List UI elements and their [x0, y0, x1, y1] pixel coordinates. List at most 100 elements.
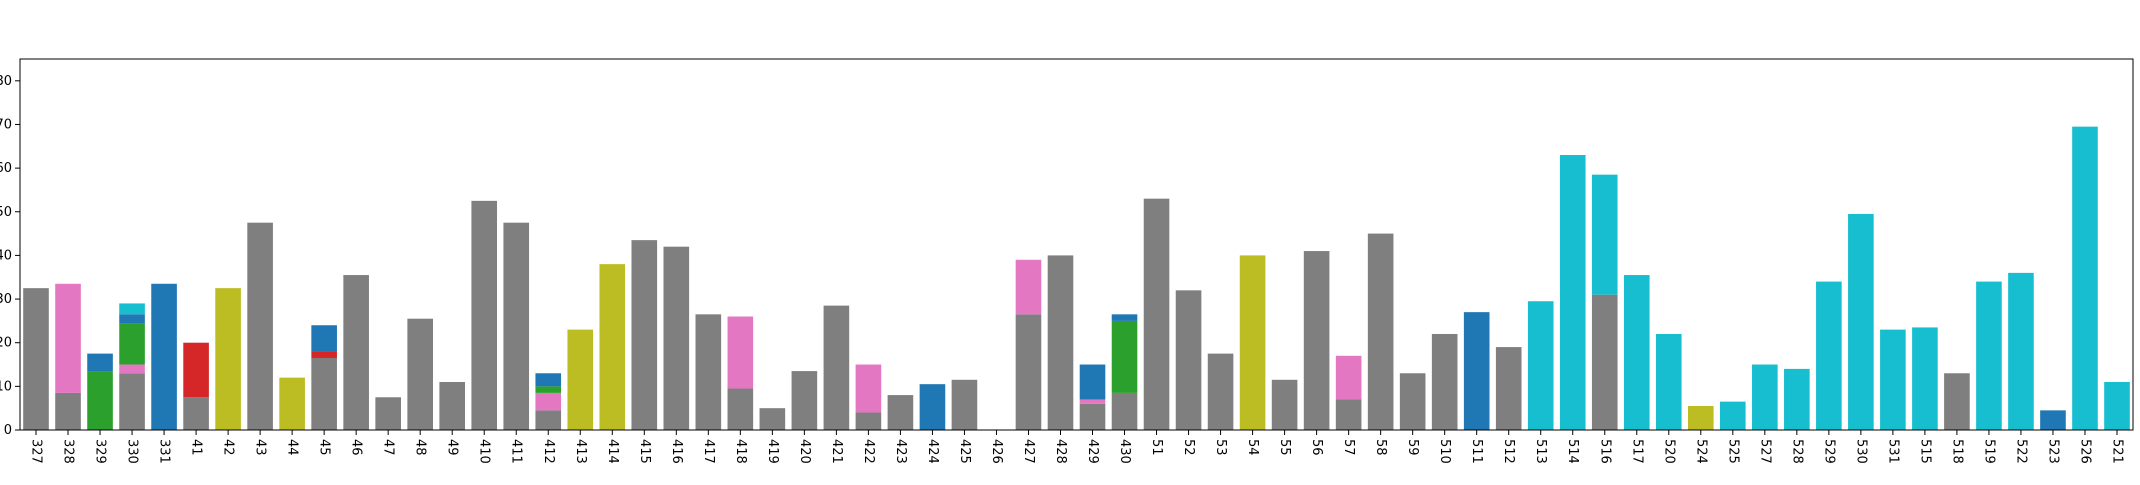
bar-segment — [1848, 213, 1874, 430]
x-tick-label: 423 — [893, 439, 908, 464]
bar-segment — [1399, 373, 1426, 430]
x-tick-label: 42 — [221, 439, 236, 456]
x-tick-label: 47 — [381, 439, 396, 456]
bar-segment — [855, 412, 882, 430]
bar-segment — [1079, 403, 1106, 430]
bar-segment — [1047, 255, 1074, 430]
x-tick-label: 414 — [605, 439, 620, 464]
x-tick-label: 59 — [1405, 439, 1420, 456]
bar-segment — [1335, 355, 1362, 400]
x-tick-label: 526 — [2077, 439, 2092, 464]
bar-segment — [183, 342, 209, 398]
bar-segment — [1527, 301, 1554, 430]
bar-segment — [55, 392, 81, 430]
x-tick-label: 53 — [1213, 439, 1228, 456]
bar-segment — [1655, 333, 1682, 430]
bar-segment — [471, 200, 498, 430]
x-tick-label: 329 — [93, 439, 108, 464]
x-tick-label: 43 — [253, 439, 268, 456]
y-tick-label: 40 — [0, 248, 12, 263]
x-tick-label: 418 — [733, 439, 748, 464]
bar-segment — [503, 222, 530, 430]
y-tick-label: 80 — [0, 74, 12, 89]
x-tick-label: 57 — [1341, 439, 1356, 456]
bar-segment — [1271, 379, 1298, 430]
bar-segment — [407, 318, 433, 430]
x-tick-label: 527 — [1757, 439, 1772, 464]
bar-segment — [535, 410, 562, 430]
bar-segment — [247, 222, 273, 430]
bar-segment — [695, 314, 722, 430]
bar-segment — [23, 288, 49, 430]
y-tick-label: 30 — [0, 292, 12, 307]
bar-segment — [119, 373, 145, 430]
bar-segment — [951, 379, 978, 430]
bar-segment — [1976, 281, 2002, 430]
x-tick-label: 510 — [1437, 439, 1452, 464]
x-tick-label: 412 — [541, 439, 556, 464]
bar-segment — [1591, 294, 1618, 430]
bar-segment — [631, 240, 658, 430]
bar-segment — [119, 303, 145, 315]
x-tick-label: 520 — [1661, 439, 1676, 464]
x-tick-label: 531 — [1885, 439, 1900, 464]
x-tick-label: 330 — [125, 439, 140, 464]
x-tick-label: 422 — [861, 439, 876, 464]
y-tick-label: 70 — [0, 117, 12, 132]
x-tick-label: 528 — [1789, 439, 1804, 464]
bar-segment — [2104, 381, 2130, 430]
bar-segment — [823, 305, 850, 430]
bar-segment — [1495, 347, 1522, 430]
y-tick-label: 20 — [0, 336, 12, 351]
x-tick-label: 54 — [1245, 439, 1260, 456]
x-tick-label: 419 — [765, 439, 780, 464]
x-tick-label: 513 — [1533, 439, 1548, 464]
x-tick-label: 55 — [1277, 439, 1292, 456]
bar-segment — [311, 351, 337, 358]
bar-segment — [151, 283, 177, 430]
x-tick-label: 530 — [1853, 439, 1868, 464]
bar-segment — [1784, 368, 1810, 430]
bar-segment — [1559, 155, 1586, 430]
x-tick-label: 426 — [989, 439, 1004, 464]
bar-segment — [2072, 126, 2098, 431]
x-tick-label: 411 — [509, 439, 524, 464]
bars-group — [23, 126, 2130, 431]
bar-segment — [919, 384, 946, 430]
bar-segment — [55, 283, 81, 393]
bar-segment — [119, 314, 145, 324]
bar-segment — [87, 353, 113, 372]
bar-segment — [1816, 281, 1842, 430]
bar-segment — [727, 316, 754, 389]
bar-segment — [1079, 399, 1106, 404]
bar-segment — [87, 371, 113, 430]
bar-segment — [1720, 401, 1746, 430]
x-tick-label: 514 — [1565, 439, 1580, 464]
x-tick-label: 49 — [445, 439, 460, 456]
x-tick-label: 328 — [61, 439, 76, 464]
bar-segment — [663, 246, 690, 430]
bar-segment — [1687, 405, 1714, 430]
bar-segment — [279, 377, 305, 430]
x-tick-label: 44 — [285, 439, 300, 456]
bar-segment — [1623, 275, 1650, 430]
x-tick-label: 515 — [1917, 439, 1932, 464]
bar-segment — [1207, 353, 1234, 430]
bar-segment — [1111, 392, 1138, 430]
bar-segment — [567, 329, 594, 430]
x-tick-label: 52 — [1181, 439, 1196, 456]
bar-segment — [727, 388, 754, 430]
y-tick-label: 10 — [0, 379, 12, 394]
x-tick-label: 417 — [701, 439, 716, 464]
x-tick-label: 516 — [1597, 439, 1612, 464]
bar-segment — [599, 264, 626, 430]
x-tick-label: 430 — [1117, 439, 1132, 464]
x-tick-label: 525 — [1725, 439, 1740, 464]
bar-segment — [791, 371, 818, 430]
x-tick-label: 429 — [1085, 439, 1100, 464]
bar-segment — [535, 392, 562, 411]
plot-frame — [19, 58, 2134, 431]
bar-segment — [535, 373, 562, 387]
